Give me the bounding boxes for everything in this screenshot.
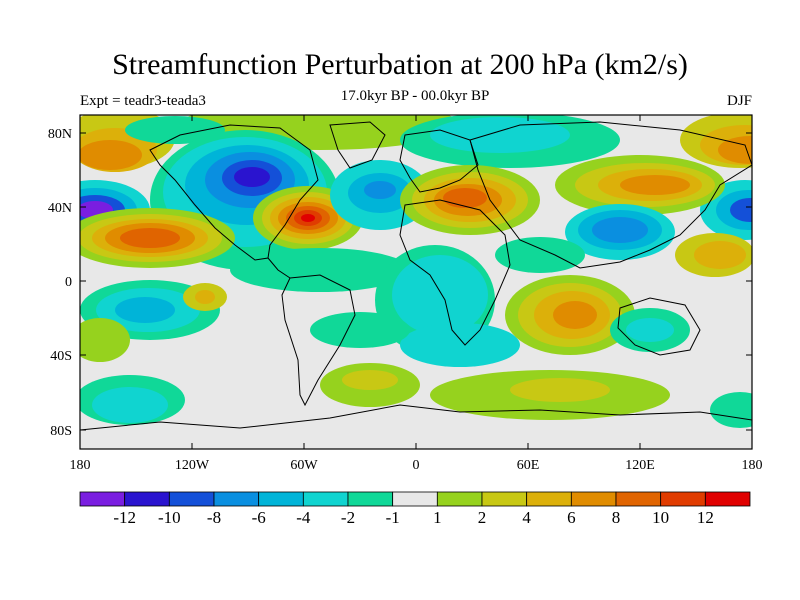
lon-tick-label: 120E: [625, 458, 655, 473]
lon-tick-label: 0: [413, 458, 420, 473]
lat-tick-label: 80S: [50, 424, 72, 439]
colorbar-label: 1: [433, 508, 442, 527]
europe-outline: [399, 129, 479, 193]
contour-australia-low: [610, 308, 690, 352]
colorbar-swatch: [79, 491, 126, 507]
contour-asia-high: [555, 155, 725, 215]
lon-tick-label: 60W: [290, 458, 318, 473]
contour-north-pacific-high: [80, 208, 235, 268]
colorbar-swatch: [347, 491, 394, 507]
colorbar-swatch: [526, 491, 572, 507]
colorbar-label: -6: [252, 508, 266, 527]
greenland-outline: [329, 121, 386, 169]
colorbar-swatch: [436, 491, 483, 507]
colorbar-label: 4: [522, 508, 531, 527]
colorbar-swatch: [660, 491, 706, 507]
colorbar-label: -12: [113, 508, 136, 527]
lat-tick-label: 40N: [48, 201, 72, 216]
lon-tick-label: 120W: [175, 458, 210, 473]
longitude-axis: 180 120W 60W 0 60E 120E 180: [70, 115, 763, 473]
contour-field: [80, 115, 752, 449]
colorbar-label: -2: [341, 508, 355, 527]
colorbar-swatch: [258, 491, 304, 507]
africa-outline: [399, 199, 511, 346]
contour-west-pacific-high: [675, 233, 752, 277]
colorbar-swatch: [302, 491, 349, 507]
lon-tick-label: 60E: [517, 458, 540, 473]
colorbar-swatch: [124, 491, 170, 507]
contour-south-pacific-high: [183, 283, 227, 311]
lat-tick-label: 0: [65, 275, 72, 290]
colorbar-label: -1: [386, 508, 400, 527]
contour-tropical-negative: [230, 237, 585, 367]
south-america-outline: [281, 274, 356, 407]
continent-outlines: [80, 121, 752, 431]
colorbar-label: 8: [612, 508, 621, 527]
colorbar-label: 12: [697, 508, 714, 527]
colorbar-label: 2: [478, 508, 487, 527]
colorbar-swatch: [704, 491, 751, 507]
lat-tick-label: 40S: [50, 349, 72, 364]
season-label: DJF: [726, 93, 752, 109]
lat-tick-label: 80N: [48, 127, 72, 142]
colorbar-swatch: [570, 491, 617, 507]
antarctica-outline: [80, 404, 752, 431]
colorbar-swatch: [615, 491, 662, 507]
colorbar-swatch: [392, 491, 438, 507]
map-title: Streamfunction Perturbation at 200 hPa (…: [112, 48, 688, 81]
contour-east-asia-low: [565, 204, 675, 260]
lon-tick-label: 180: [742, 458, 763, 473]
contour-indian-ocean-high: [505, 275, 635, 355]
experiment-label: Expt = teadr3-teada3: [80, 93, 206, 109]
latitude-axis: 80N 40N 0 40S 80S: [48, 127, 752, 439]
map-subtitle: 17.0kyr BP - 00.0kyr BP: [340, 88, 490, 104]
contour-europe-high: [400, 165, 540, 235]
colorbar: -12 -10 -8 -6 -4 -2 -1 1 2 4 6 8 10 12: [79, 491, 751, 527]
contour-arctic-negative: [125, 115, 620, 168]
colorbar-label: -8: [207, 508, 221, 527]
colorbar-label: 10: [652, 508, 669, 527]
colorbar-swatch: [481, 491, 528, 507]
lon-tick-label: 180: [70, 458, 91, 473]
asia-outline: [469, 121, 752, 269]
colorbar-swatch: [168, 491, 215, 507]
north-america-outline: [149, 124, 319, 261]
colorbar-swatch: [213, 491, 260, 507]
australia-outline: [617, 297, 701, 356]
central-america-outline: [267, 257, 291, 279]
colorbar-label: 6: [567, 508, 576, 527]
colorbar-label: -10: [158, 508, 181, 527]
colorbar-label: -4: [296, 508, 311, 527]
contour-southern-ocean: [80, 318, 752, 428]
